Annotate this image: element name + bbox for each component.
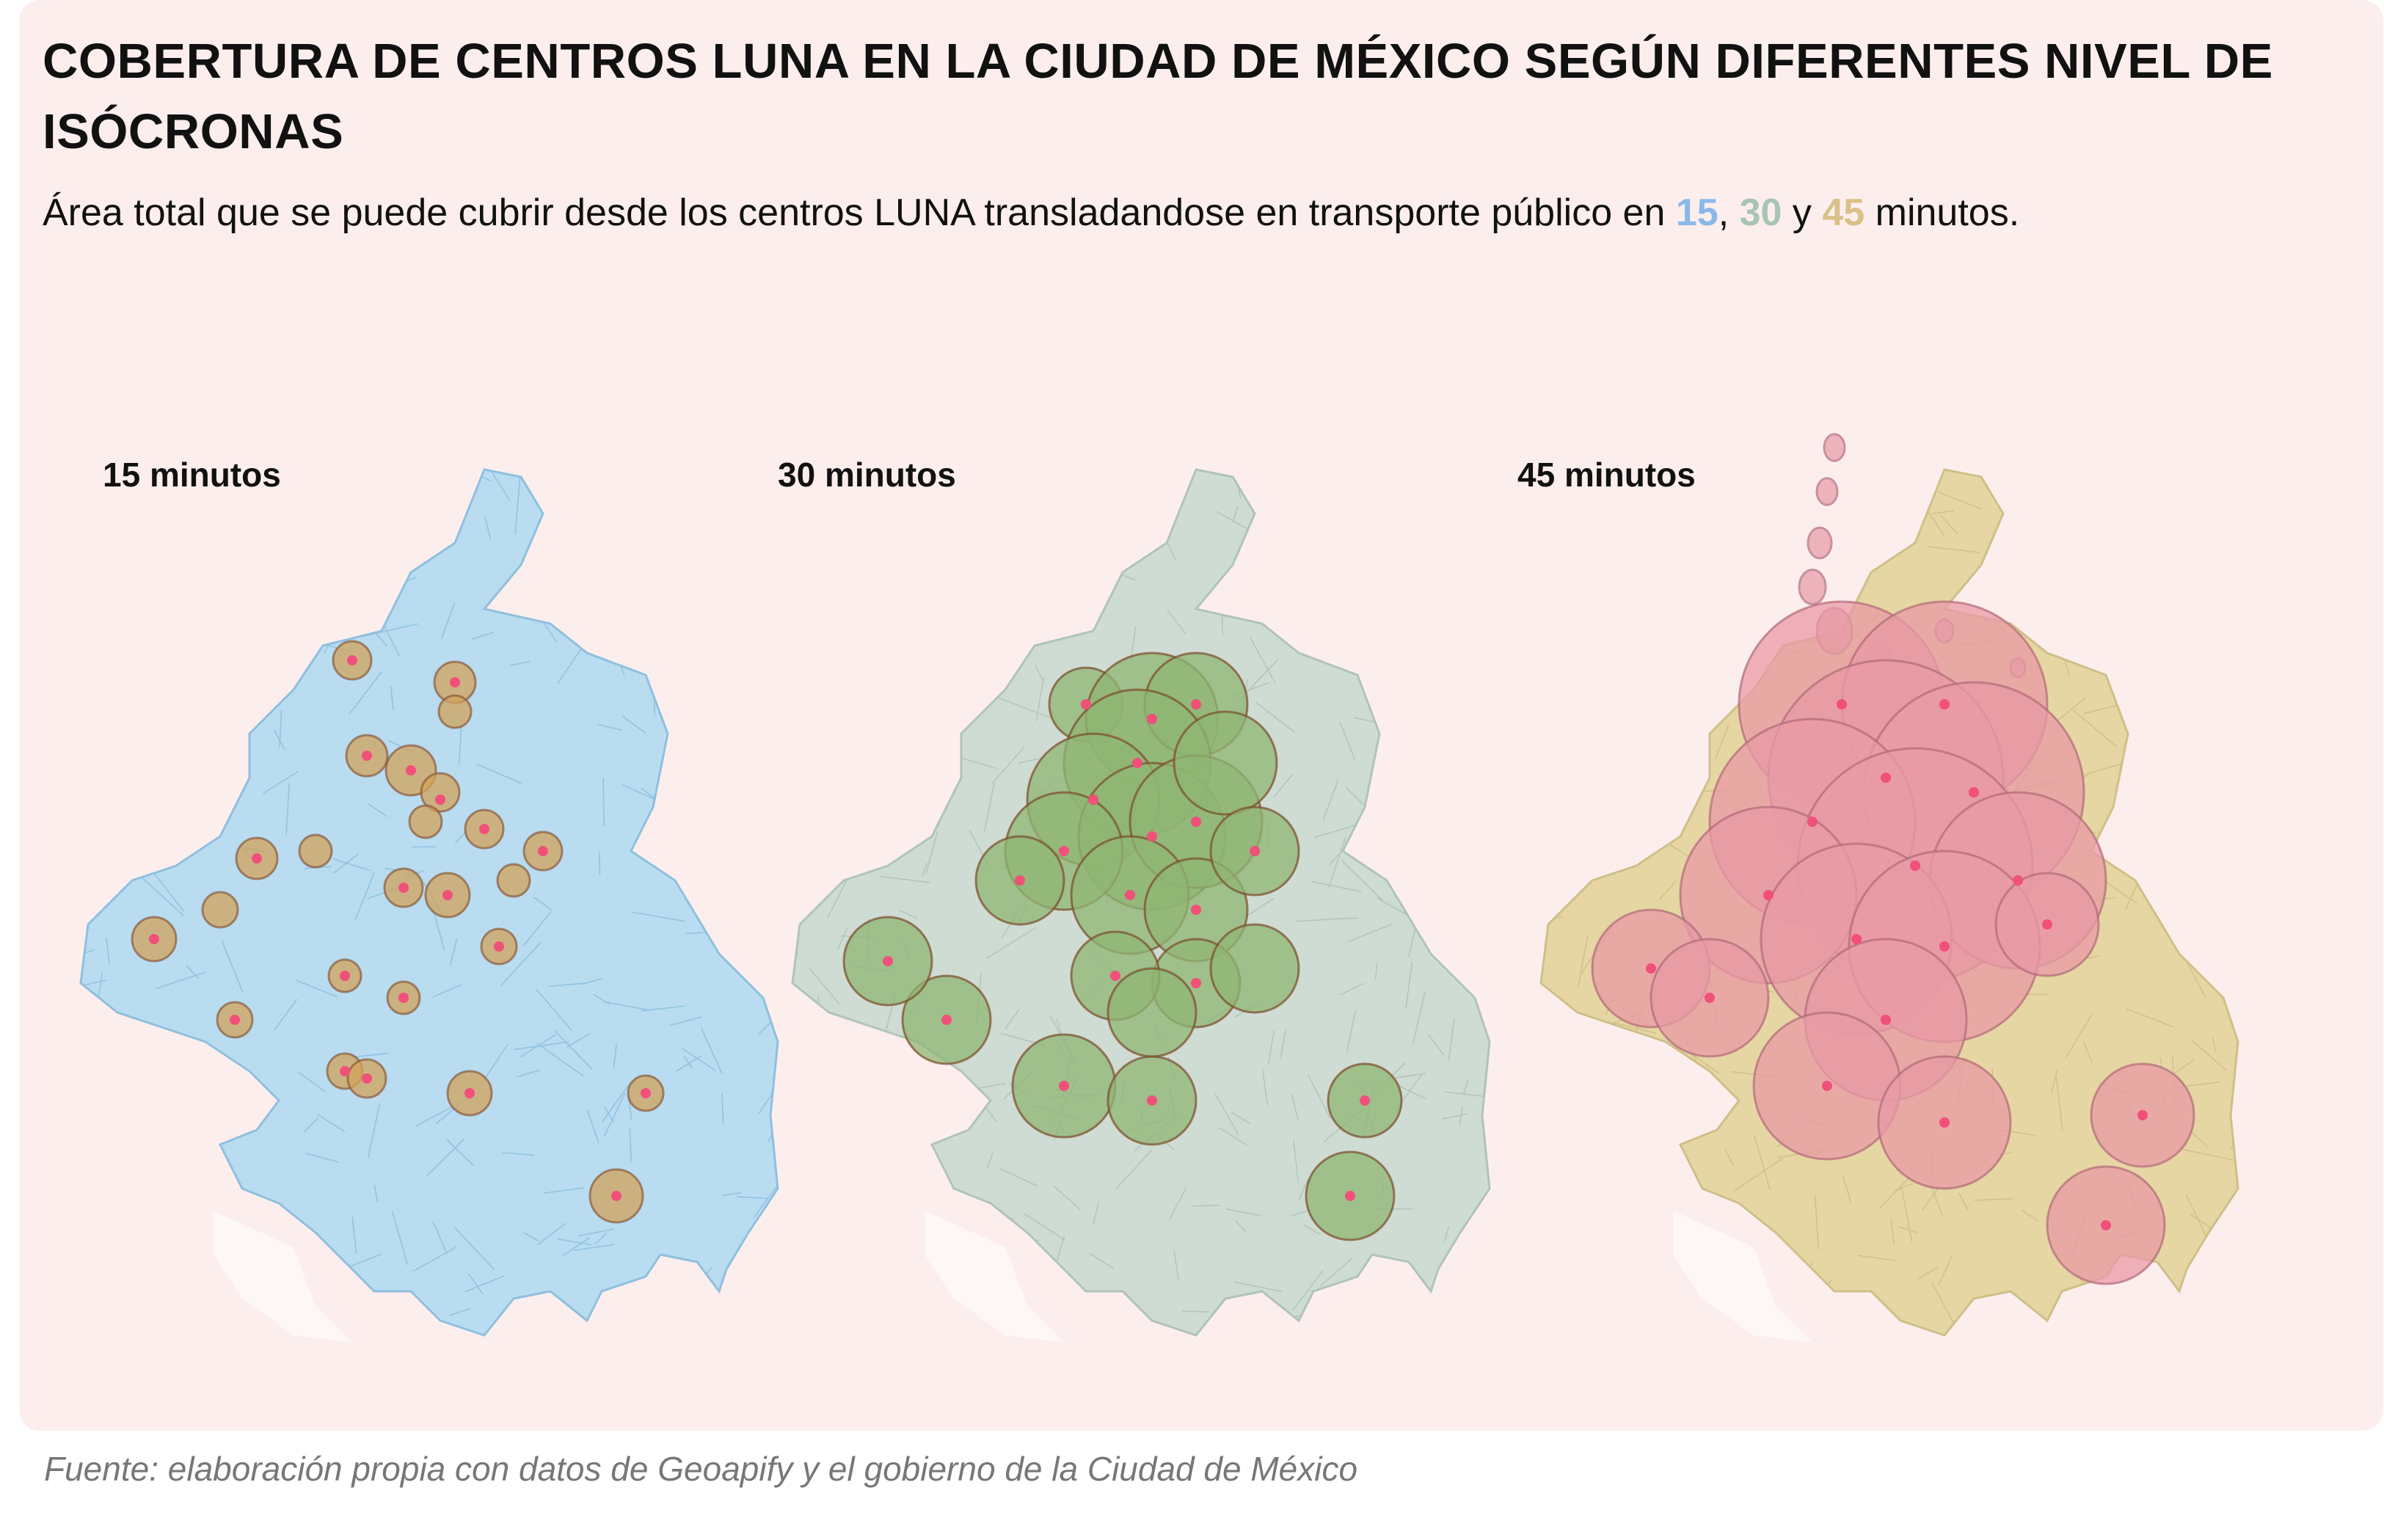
luna-center-marker — [406, 765, 416, 776]
luna-center-marker — [1822, 1081, 1832, 1091]
luna-center-marker — [883, 956, 893, 966]
map-45-minutos — [1539, 433, 2239, 1343]
luna-center-marker — [464, 1088, 475, 1098]
luna-center-marker — [1015, 875, 1025, 886]
isochrone-area — [1209, 923, 1300, 1014]
luna-center-marker — [1125, 890, 1135, 900]
luna-center-marker — [1837, 699, 1847, 709]
luna-center-marker — [1132, 758, 1142, 768]
luna-center-marker — [1881, 1015, 1891, 1025]
luna-center-marker — [1081, 699, 1091, 709]
luna-center-marker — [1705, 993, 1715, 1003]
luna-center-marker — [347, 655, 357, 665]
luna-center-marker — [1059, 1081, 1069, 1091]
luna-center-marker — [230, 1015, 240, 1025]
luna-center-marker — [1110, 971, 1120, 981]
luna-center-marker — [1763, 890, 1774, 900]
highlight-30: 30 — [1739, 191, 1782, 234]
luna-center-marker — [1191, 699, 1201, 709]
luna-center-marker — [611, 1191, 621, 1201]
map-15-minutos — [79, 468, 779, 1343]
luna-center-marker — [1191, 978, 1201, 988]
luna-center-marker — [340, 971, 350, 981]
luna-center-marker — [1939, 941, 1950, 952]
isochrone-area — [298, 833, 333, 869]
isochrone-area — [201, 891, 239, 929]
isochrone-area — [496, 863, 531, 898]
subtitle-sep-2: y — [1782, 191, 1823, 234]
luna-center-marker — [149, 934, 159, 944]
luna-center-marker — [362, 1073, 372, 1084]
luna-center-marker — [1939, 699, 1950, 709]
luna-center-marker — [2137, 1110, 2148, 1120]
luna-center-marker — [435, 795, 445, 805]
luna-center-marker — [1191, 817, 1201, 827]
luna-center-marker — [494, 941, 504, 952]
luna-center-marker — [1191, 905, 1201, 915]
boundary-notch — [925, 1211, 1064, 1343]
luna-center-marker — [340, 1066, 350, 1076]
luna-center-marker — [1969, 787, 1979, 798]
luna-centers — [1646, 699, 2148, 1230]
highlight-45: 45 — [1822, 191, 1865, 234]
luna-center-marker — [2101, 1220, 2111, 1230]
source-note: Fuente: elaboración propia con datos de … — [44, 1450, 1358, 1488]
luna-center-marker — [1851, 934, 1862, 944]
luna-center-marker — [1147, 831, 1157, 842]
luna-center-marker — [252, 853, 262, 864]
luna-center-marker — [442, 890, 453, 900]
subtitle-text: Área total que se puede cubrir desde los… — [43, 191, 1676, 234]
luna-center-marker — [362, 751, 372, 761]
luna-center-marker — [1807, 817, 1818, 827]
subtitle-suffix: minutos. — [1864, 191, 2020, 234]
subtitle-sep-1: , — [1718, 191, 1740, 234]
luna-center-marker — [2013, 875, 2023, 886]
isochrone-area — [420, 772, 461, 813]
luna-center-marker — [1646, 963, 1656, 974]
luna-center-marker — [1345, 1191, 1355, 1201]
isochrone-fragment — [1807, 526, 1833, 560]
isochrone-area — [1107, 967, 1198, 1058]
luna-centers — [883, 699, 1370, 1201]
luna-center-marker — [1250, 846, 1260, 856]
luna-center-marker — [1939, 1117, 1950, 1128]
map-label-45: 45 minutos — [1517, 456, 1696, 494]
highlight-15: 15 — [1675, 191, 1718, 234]
boundary-notch — [213, 1211, 352, 1343]
map-label-15: 15 minutos — [103, 456, 281, 494]
luna-center-marker — [1088, 795, 1098, 805]
luna-center-marker — [1881, 773, 1891, 783]
luna-center-marker — [1360, 1095, 1370, 1106]
luna-center-marker — [941, 1015, 952, 1025]
luna-center-marker — [1059, 846, 1069, 856]
isochrone-area — [408, 804, 443, 839]
luna-center-marker — [2042, 919, 2052, 930]
map-label-30: 30 minutos — [778, 456, 956, 494]
luna-center-marker — [450, 677, 460, 687]
luna-center-marker — [641, 1088, 651, 1098]
luna-center-marker — [398, 993, 409, 1003]
isochrone-fragment — [1823, 433, 1846, 462]
luna-center-marker — [538, 846, 548, 856]
isochrone-fragment — [1815, 477, 1839, 506]
isochrone-fragment — [1798, 569, 1827, 605]
luna-center-marker — [1147, 714, 1157, 724]
map-30-minutos — [791, 468, 1491, 1343]
luna-center-marker — [479, 824, 489, 834]
isochrone-area — [1173, 710, 1278, 816]
luna-center-marker — [1147, 1095, 1157, 1106]
luna-center-marker — [1910, 861, 1920, 871]
luna-center-marker — [398, 883, 409, 893]
luna-centers — [149, 655, 651, 1201]
page-title: COBERTURA DE CENTROS LUNA EN LA CIUDAD D… — [43, 34, 2273, 159]
subtitle: Área total que se puede cubrir desde los… — [43, 183, 2170, 242]
isochrone-area — [437, 694, 473, 729]
boundary-notch — [1673, 1211, 1812, 1343]
